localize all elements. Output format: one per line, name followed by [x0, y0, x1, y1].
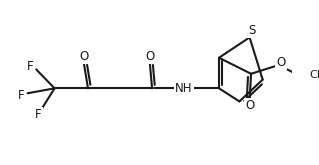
- Text: NH: NH: [175, 82, 193, 95]
- Text: O: O: [79, 50, 88, 63]
- Text: O: O: [245, 99, 254, 112]
- Text: O: O: [276, 56, 286, 69]
- Text: S: S: [248, 24, 256, 37]
- Text: F: F: [18, 89, 24, 102]
- Text: CH₃: CH₃: [309, 70, 319, 80]
- Text: F: F: [26, 60, 33, 73]
- Text: F: F: [35, 108, 42, 121]
- Text: O: O: [145, 50, 154, 63]
